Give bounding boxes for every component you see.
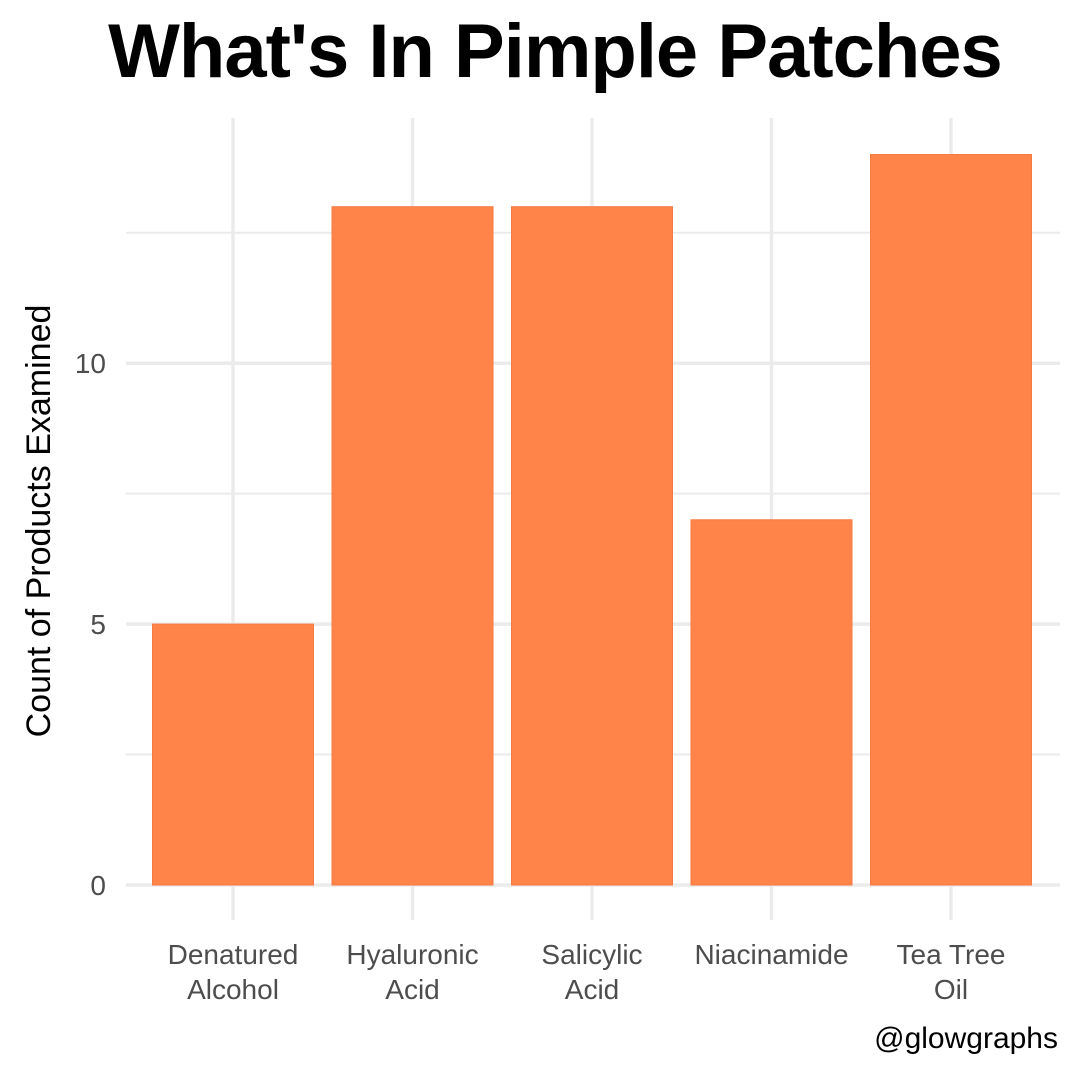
credit-label: @glowgraphs — [874, 1022, 1058, 1055]
y-tick-label: 5 — [90, 609, 106, 640]
x-tick-label-line: Alcohol — [187, 974, 279, 1005]
x-tick-label: Niacinamide — [694, 939, 848, 970]
bar — [690, 519, 853, 886]
y-axis-title: Count of Products Examined — [20, 305, 58, 738]
x-tick-label-line: Oil — [934, 974, 968, 1005]
x-tick-label: Tea Tree Oil — [897, 939, 1006, 1005]
x-tick-label-line: Hyaluronic — [346, 939, 478, 970]
x-tick-labels: Denatured Alcohol Hyaluronic Acid Salicylic A… — [168, 939, 1006, 1005]
bar — [870, 154, 1032, 886]
bar — [152, 623, 314, 886]
x-tick-label-line: Acid — [385, 974, 439, 1005]
x-tick-label-line: Niacinamide — [694, 939, 848, 970]
x-tick-label-line: Acid — [565, 974, 619, 1005]
bars — [152, 154, 1032, 886]
x-tick-label: Denatured Alcohol — [168, 939, 299, 1005]
y-tick-label: 10 — [75, 348, 106, 379]
y-tick-label: 0 — [90, 870, 106, 901]
x-tick-label-line: Denatured — [168, 939, 299, 970]
y-tick-labels: 0 5 10 — [75, 348, 106, 901]
x-tick-label-line: Salicylic — [541, 939, 642, 970]
x-tick-label: Hyaluronic Acid — [346, 939, 478, 1005]
bar — [511, 206, 673, 886]
bar — [331, 206, 494, 886]
x-tick-label-line: Tea Tree — [897, 939, 1006, 970]
x-tick-label: Salicylic Acid — [541, 939, 642, 1005]
chart-title: What's In Pimple Patches — [108, 9, 1003, 94]
